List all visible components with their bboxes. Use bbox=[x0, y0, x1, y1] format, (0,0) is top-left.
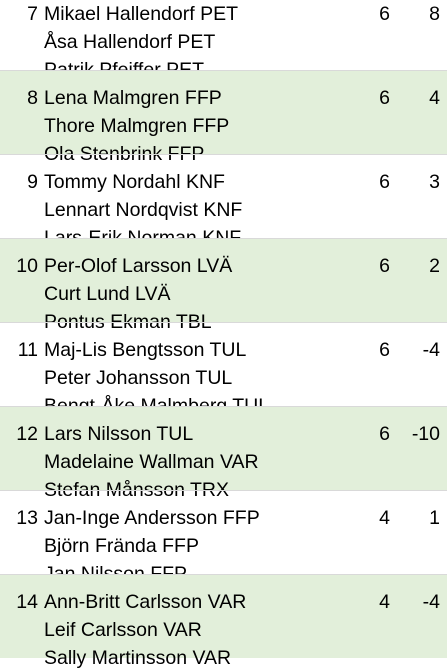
table-row: 13 Jan-Inge Andersson FFP 4 1 Björn Frända F… bbox=[0, 490, 447, 585]
player-line: Peter Johansson TUL bbox=[0, 364, 447, 392]
player-line: 12 Lars Nilsson TUL 6 -10 bbox=[0, 420, 447, 448]
player-name: Madelaine Wallman VAR bbox=[44, 451, 259, 473]
player-line: Curt Lund LVÄ bbox=[0, 280, 447, 308]
score-cell: 6 bbox=[379, 87, 390, 109]
player-name: Jan-Inge Andersson FFP bbox=[44, 507, 260, 529]
difference-cell: 3 bbox=[429, 171, 440, 193]
score-cell: 6 bbox=[379, 339, 390, 361]
score-cell: 4 bbox=[379, 591, 390, 613]
table-row: 8 Lena Malmgren FFP 6 4 Thore Malmgren FFP Ol… bbox=[0, 70, 447, 165]
player-line: Åsa Hallendorf PET bbox=[0, 28, 447, 56]
rank-cell: 12 bbox=[16, 423, 38, 445]
player-line: 11 Maj-Lis Bengtsson TUL 6 -4 bbox=[0, 336, 447, 364]
rank-cell: 8 bbox=[27, 87, 38, 109]
score-cell: 6 bbox=[379, 3, 390, 25]
difference-cell: -4 bbox=[422, 339, 440, 361]
player-name: Leif Carlsson VAR bbox=[44, 619, 202, 641]
player-name: Tommy Nordahl KNF bbox=[44, 171, 225, 193]
table-row: 11 Maj-Lis Bengtsson TUL 6 -4 Peter Johansso… bbox=[0, 322, 447, 417]
difference-cell: 8 bbox=[429, 3, 440, 25]
difference-cell: 1 bbox=[429, 507, 440, 529]
table-row: 10 Per-Olof Larsson LVÄ 6 2 Curt Lund LVÄ Pon… bbox=[0, 238, 447, 333]
player-name: Curt Lund LVÄ bbox=[44, 283, 171, 305]
score-cell: 6 bbox=[379, 255, 390, 277]
player-name: Björn Frända FFP bbox=[44, 535, 199, 557]
player-name: Per-Olof Larsson LVÄ bbox=[44, 255, 233, 277]
rank-cell: 14 bbox=[16, 591, 38, 613]
player-line: Sally Martinsson VAR bbox=[0, 644, 447, 672]
player-name: Maj-Lis Bengtsson TUL bbox=[44, 339, 247, 361]
player-line: 14 Ann-Britt Carlsson VAR 4 -4 bbox=[0, 588, 447, 616]
player-line: 7 Mikael Hallendorf PET 6 8 bbox=[0, 0, 447, 28]
player-line: 13 Jan-Inge Andersson FFP 4 1 bbox=[0, 504, 447, 532]
player-name: Sally Martinsson VAR bbox=[44, 647, 232, 669]
player-line: Thore Malmgren FFP bbox=[0, 112, 447, 140]
score-cell: 4 bbox=[379, 507, 390, 529]
player-name: Mikael Hallendorf PET bbox=[44, 3, 238, 25]
rank-cell: 13 bbox=[16, 507, 38, 529]
table-row: 9 Tommy Nordahl KNF 6 3 Lennart Nordqvist KN… bbox=[0, 154, 447, 249]
player-name: Åsa Hallendorf PET bbox=[44, 31, 216, 53]
player-name: Lars Nilsson TUL bbox=[44, 423, 194, 445]
player-line: 10 Per-Olof Larsson LVÄ 6 2 bbox=[0, 252, 447, 280]
player-line: 9 Tommy Nordahl KNF 6 3 bbox=[0, 168, 447, 196]
player-line: 8 Lena Malmgren FFP 6 4 bbox=[0, 84, 447, 112]
player-name: Thore Malmgren FFP bbox=[44, 115, 230, 137]
table-row: 7 Mikael Hallendorf PET 6 8 Åsa Hallendorf P… bbox=[0, 0, 447, 81]
difference-cell: -4 bbox=[422, 591, 440, 613]
rank-cell: 7 bbox=[27, 3, 38, 25]
rank-cell: 11 bbox=[17, 339, 38, 361]
score-cell: 6 bbox=[379, 423, 390, 445]
player-name: Lennart Nordqvist KNF bbox=[44, 199, 243, 221]
table-row: 14 Ann-Britt Carlsson VAR 4 -4 Leif Carlsson… bbox=[0, 574, 447, 669]
player-line: Madelaine Wallman VAR bbox=[0, 448, 447, 476]
player-line: Björn Frända FFP bbox=[0, 532, 447, 560]
player-line: Leif Carlsson VAR bbox=[0, 616, 447, 644]
difference-cell: -10 bbox=[411, 423, 440, 445]
player-name: Lena Malmgren FFP bbox=[44, 87, 222, 109]
score-cell: 6 bbox=[379, 171, 390, 193]
player-name: Ann-Britt Carlsson VAR bbox=[44, 591, 247, 613]
table-row: 12 Lars Nilsson TUL 6 -10 Madelaine Wallman … bbox=[0, 406, 447, 501]
difference-cell: 2 bbox=[429, 255, 440, 277]
difference-cell: 4 bbox=[429, 87, 440, 109]
rank-cell: 9 bbox=[27, 171, 38, 193]
rank-cell: 10 bbox=[16, 255, 38, 277]
player-line: Lennart Nordqvist KNF bbox=[0, 196, 447, 224]
player-name: Peter Johansson TUL bbox=[44, 367, 233, 389]
